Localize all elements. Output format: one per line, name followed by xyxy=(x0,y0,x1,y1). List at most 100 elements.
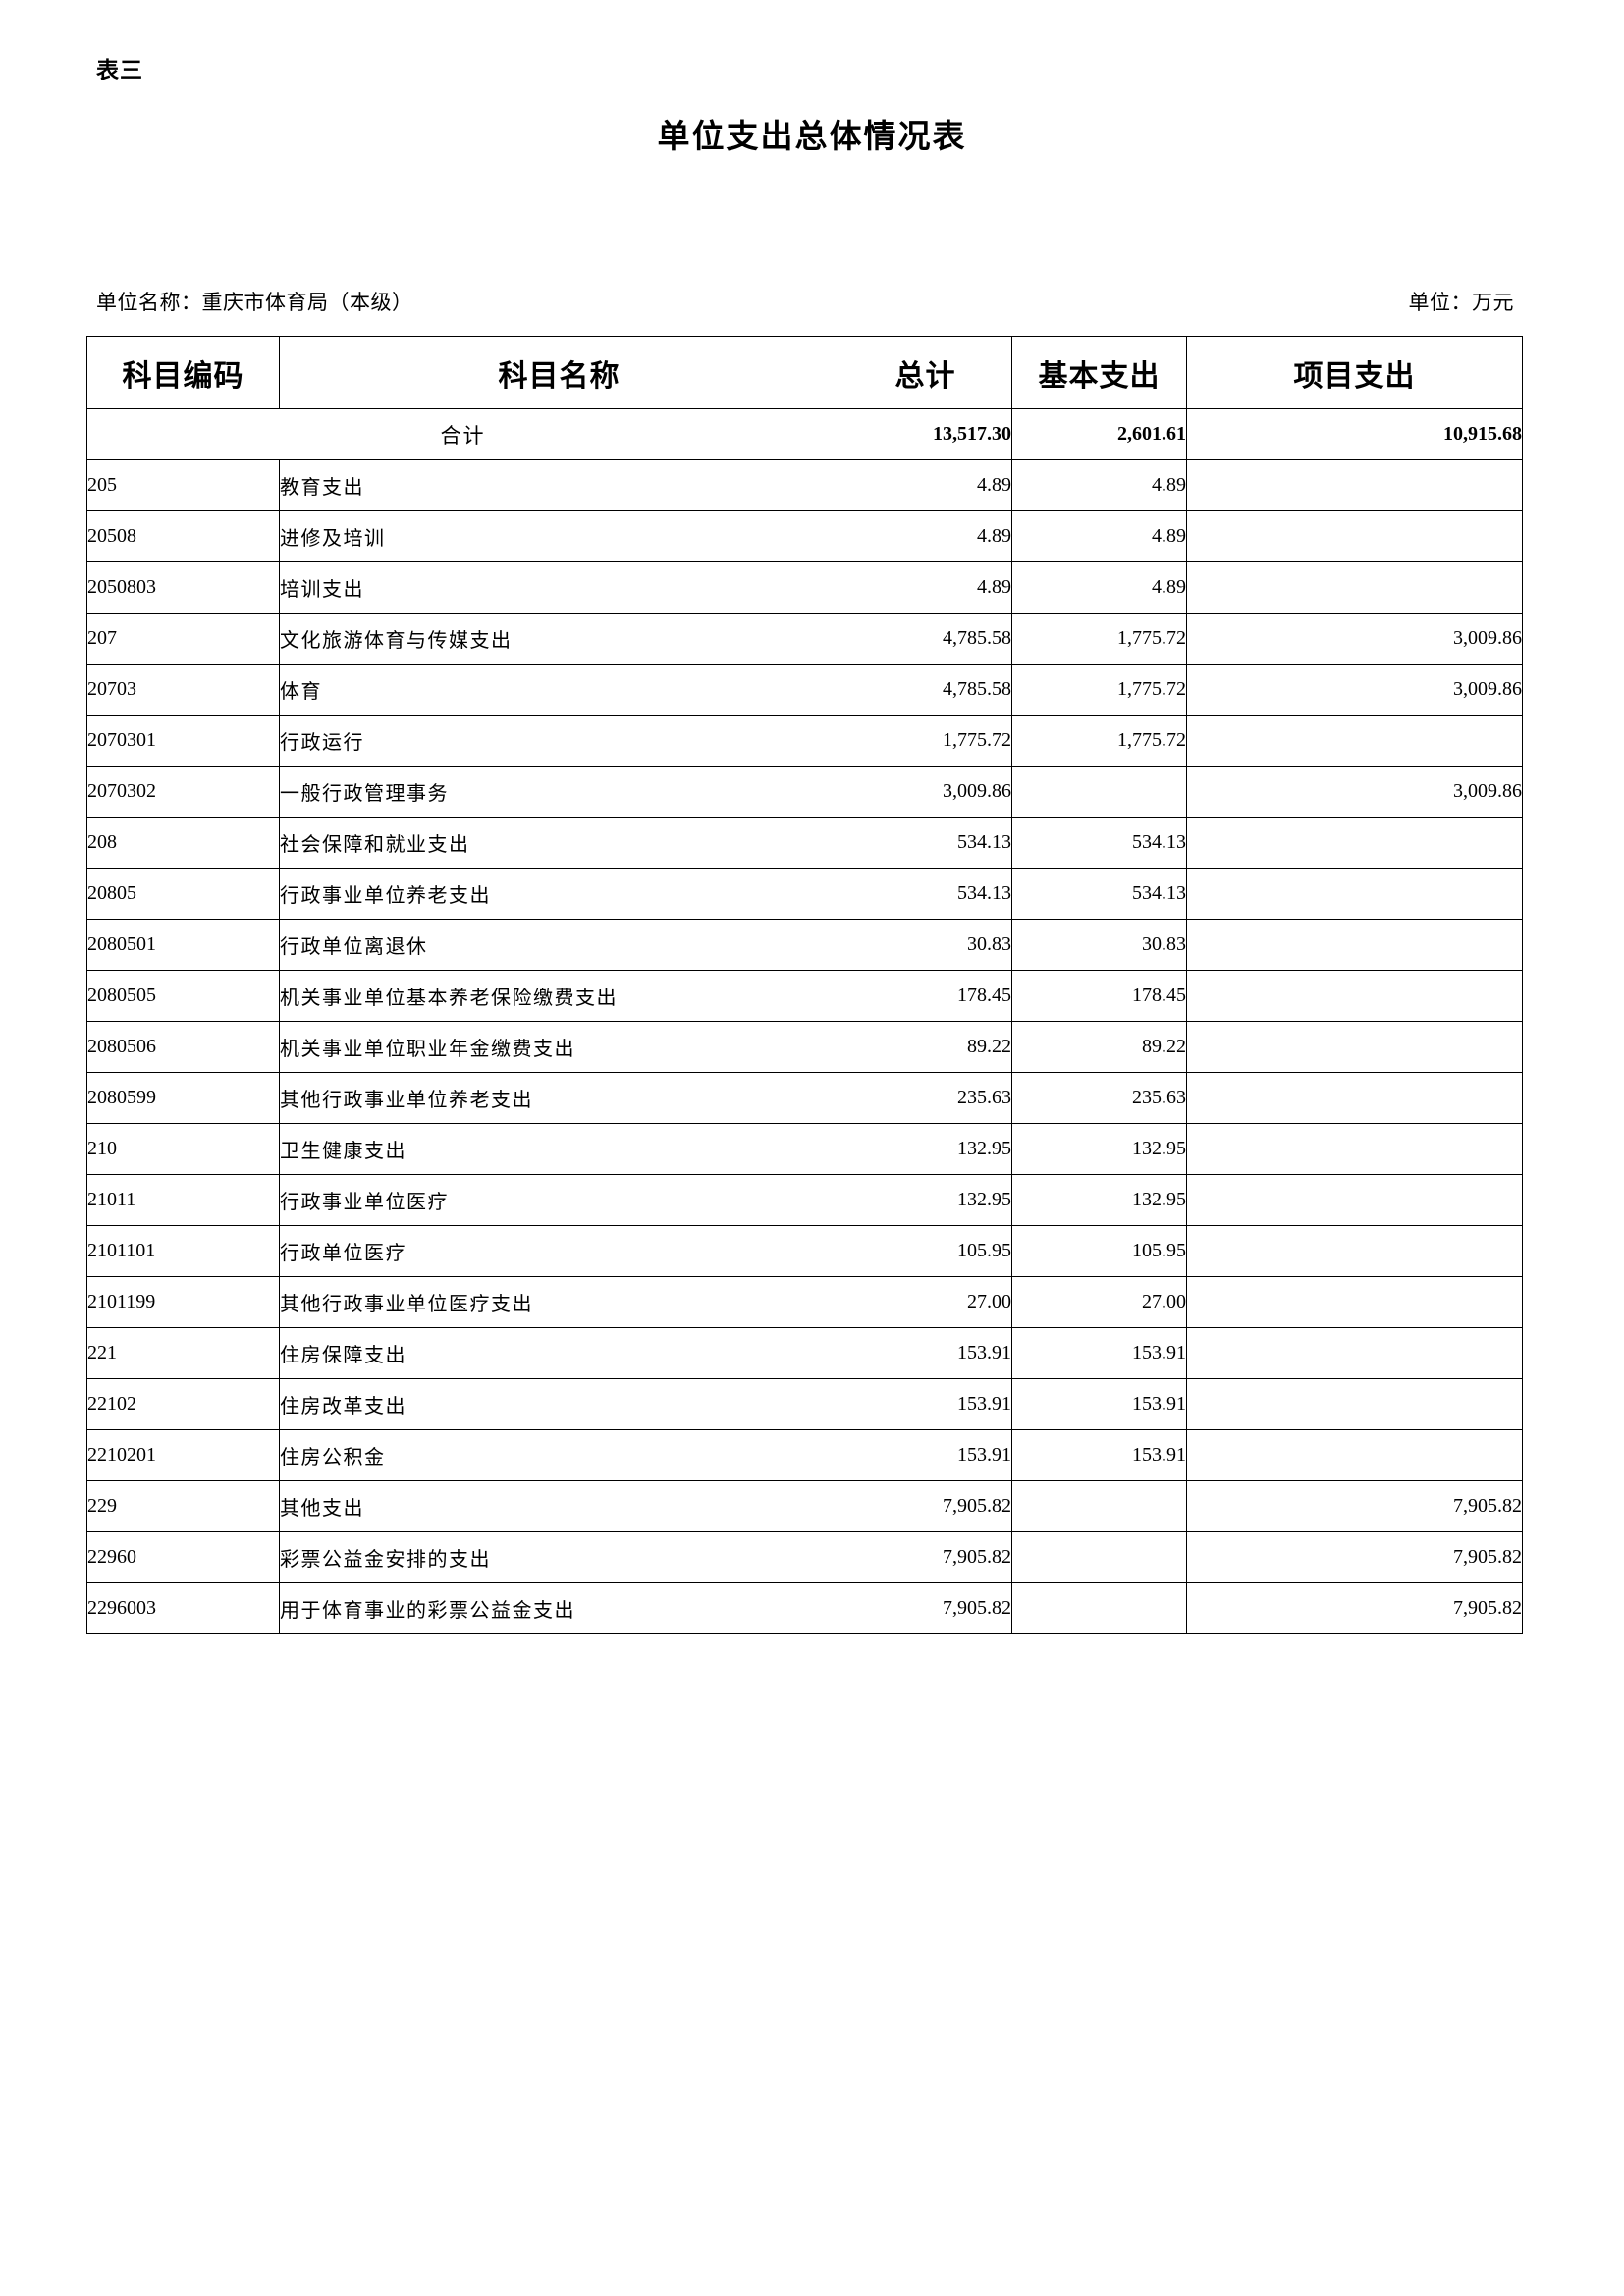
cell-total: 4.89 xyxy=(839,561,1012,614)
cell-basic xyxy=(1011,1582,1187,1634)
cell-subject-name: 体育 xyxy=(279,664,839,716)
cell-basic xyxy=(1011,1480,1187,1532)
cell-basic: 4.89 xyxy=(1011,510,1187,562)
cell-total: 3,009.86 xyxy=(839,766,1012,818)
cell-total: 30.83 xyxy=(839,919,1012,971)
cell-project xyxy=(1186,459,1523,511)
cell-subject-code: 2210201 xyxy=(86,1429,280,1481)
cell-total: 7,905.82 xyxy=(839,1531,1012,1583)
cell-basic: 1,775.72 xyxy=(1011,715,1187,767)
cell-subject-name: 进修及培训 xyxy=(279,510,839,562)
expenditure-table: 科目编码 科目名称 总计 基本支出 项目支出 合计 13,517.30 2,601.61 10,… xyxy=(86,336,1523,1634)
cell-subject-code: 21011 xyxy=(86,1174,280,1226)
table-row: 2080506 机关事业单位职业年金缴费支出 89.22 89.22 xyxy=(86,1021,1523,1073)
cell-total: 153.91 xyxy=(839,1378,1012,1430)
cell-total: 153.91 xyxy=(839,1429,1012,1481)
cell-basic: 153.91 xyxy=(1011,1327,1187,1379)
cell-total: 132.95 xyxy=(839,1123,1012,1175)
cell-project xyxy=(1186,1429,1523,1481)
cell-subject-name: 社会保障和就业支出 xyxy=(279,817,839,869)
cell-project xyxy=(1186,1123,1523,1175)
cell-project xyxy=(1186,970,1523,1022)
table-row: 2070302 一般行政管理事务 3,009.86 3,009.86 xyxy=(86,766,1523,818)
cell-basic: 4.89 xyxy=(1011,561,1187,614)
cell-subject-code: 2050803 xyxy=(86,561,280,614)
cell-total: 4.89 xyxy=(839,510,1012,562)
cell-subject-code: 2080501 xyxy=(86,919,280,971)
table-row: 2050803 培训支出 4.89 4.89 xyxy=(86,561,1523,614)
cell-project xyxy=(1186,1021,1523,1073)
cell-basic: 1,775.72 xyxy=(1011,613,1187,665)
cell-total: 178.45 xyxy=(839,970,1012,1022)
cell-project xyxy=(1186,1276,1523,1328)
cell-subject-name: 文化旅游体育与传媒支出 xyxy=(279,613,839,665)
column-header-4: 基本支出 xyxy=(1011,336,1187,409)
cell-subject-name: 行政事业单位养老支出 xyxy=(279,868,839,920)
cell-basic: 30.83 xyxy=(1011,919,1187,971)
table-row: 21011 行政事业单位医疗 132.95 132.95 xyxy=(86,1174,1523,1226)
cell-subject-code: 2101101 xyxy=(86,1225,280,1277)
total-row-basic: 2,601.61 xyxy=(1011,408,1187,460)
table-row: 22960 彩票公益金安排的支出 7,905.82 7,905.82 xyxy=(86,1531,1523,1583)
amount-unit-label: 单位：万元 xyxy=(1408,291,1514,314)
table-row: 205 教育支出 4.89 4.89 xyxy=(86,459,1523,511)
cell-subject-code: 208 xyxy=(86,817,280,869)
table-row: 2080505 机关事业单位基本养老保险缴费支出 178.45 178.45 xyxy=(86,970,1523,1022)
document-meta: 单位名称：重庆市体育局（本级） 单位：万元 xyxy=(96,287,1528,316)
total-row-label: 合计 xyxy=(86,408,839,460)
cell-subject-code: 2080599 xyxy=(86,1072,280,1124)
cell-project xyxy=(1186,1378,1523,1430)
cell-project xyxy=(1186,868,1523,920)
cell-subject-name: 用于体育事业的彩票公益金支出 xyxy=(279,1582,839,1634)
cell-subject-code: 207 xyxy=(86,613,280,665)
cell-basic xyxy=(1011,1531,1187,1583)
cell-project: 7,905.82 xyxy=(1186,1531,1523,1583)
cell-basic xyxy=(1011,766,1187,818)
cell-subject-name: 机关事业单位基本养老保险缴费支出 xyxy=(279,970,839,1022)
column-header-2: 科目名称 xyxy=(279,336,839,409)
cell-total: 153.91 xyxy=(839,1327,1012,1379)
table-row: 208 社会保障和就业支出 534.13 534.13 xyxy=(86,817,1523,869)
cell-total: 89.22 xyxy=(839,1021,1012,1073)
cell-total: 4.89 xyxy=(839,459,1012,511)
cell-subject-code: 2070301 xyxy=(86,715,280,767)
column-header-3: 总计 xyxy=(839,336,1012,409)
cell-total: 7,905.82 xyxy=(839,1582,1012,1634)
cell-subject-name: 卫生健康支出 xyxy=(279,1123,839,1175)
cell-project xyxy=(1186,1174,1523,1226)
cell-subject-code: 20805 xyxy=(86,868,280,920)
cell-basic: 235.63 xyxy=(1011,1072,1187,1124)
cell-basic: 1,775.72 xyxy=(1011,664,1187,716)
cell-project xyxy=(1186,1072,1523,1124)
cell-total: 534.13 xyxy=(839,817,1012,869)
cell-subject-name: 行政运行 xyxy=(279,715,839,767)
cell-project xyxy=(1186,510,1523,562)
cell-subject-name: 教育支出 xyxy=(279,459,839,511)
table-row: 20703 体育 4,785.58 1,775.72 3,009.86 xyxy=(86,664,1523,716)
table-total-row: 合计 13,517.30 2,601.61 10,915.68 xyxy=(86,408,1523,460)
cell-subject-name: 一般行政管理事务 xyxy=(279,766,839,818)
cell-basic: 132.95 xyxy=(1011,1174,1187,1226)
cell-basic: 153.91 xyxy=(1011,1378,1187,1430)
cell-project xyxy=(1186,817,1523,869)
cell-subject-code: 2070302 xyxy=(86,766,280,818)
cell-subject-name: 行政单位离退休 xyxy=(279,919,839,971)
cell-subject-name: 行政事业单位医疗 xyxy=(279,1174,839,1226)
cell-project xyxy=(1186,1225,1523,1277)
cell-total: 1,775.72 xyxy=(839,715,1012,767)
cell-basic: 132.95 xyxy=(1011,1123,1187,1175)
cell-project: 3,009.86 xyxy=(1186,664,1523,716)
table-row: 2080501 行政单位离退休 30.83 30.83 xyxy=(86,919,1523,971)
cell-subject-code: 2296003 xyxy=(86,1582,280,1634)
table-row: 20805 行政事业单位养老支出 534.13 534.13 xyxy=(86,868,1523,920)
total-row-project: 10,915.68 xyxy=(1186,408,1523,460)
table-row: 207 文化旅游体育与传媒支出 4,785.58 1,775.72 3,009.86 xyxy=(86,613,1523,665)
cell-subject-code: 22960 xyxy=(86,1531,280,1583)
cell-subject-code: 20703 xyxy=(86,664,280,716)
cell-subject-name: 机关事业单位职业年金缴费支出 xyxy=(279,1021,839,1073)
cell-total: 4,785.58 xyxy=(839,613,1012,665)
table-row: 2101199 其他行政事业单位医疗支出 27.00 27.00 xyxy=(86,1276,1523,1328)
cell-subject-name: 其他行政事业单位医疗支出 xyxy=(279,1276,839,1328)
cell-project xyxy=(1186,561,1523,614)
cell-total: 132.95 xyxy=(839,1174,1012,1226)
